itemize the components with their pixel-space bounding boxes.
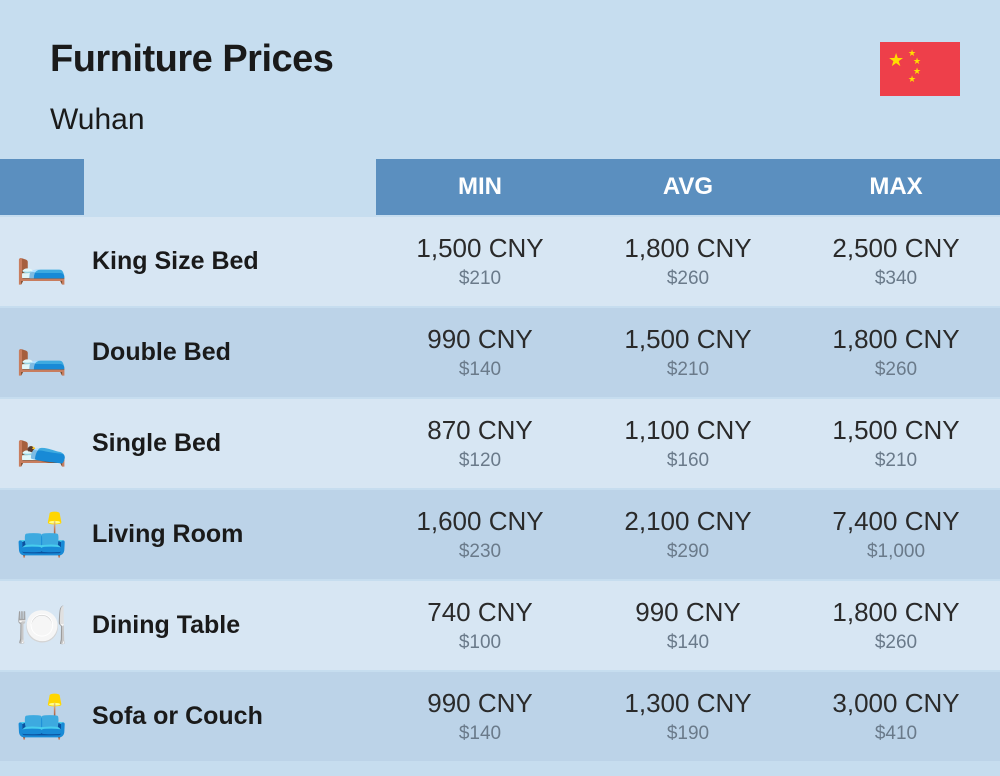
page-subtitle: Wuhan [50, 103, 950, 137]
header: Furniture Prices Wuhan ★ ★ ★ ★ ★ [0, 0, 1000, 157]
price-min: 990 CNY $140 [376, 672, 584, 761]
price-max: 7,400 CNY $1,000 [792, 490, 1000, 579]
price-min-main: 740 CNY [376, 597, 584, 628]
price-max-sub: $260 [792, 359, 1000, 381]
price-avg-sub: $160 [584, 450, 792, 472]
price-max-sub: $340 [792, 268, 1000, 290]
china-flag-icon: ★ ★ ★ ★ ★ [880, 42, 960, 96]
furniture-icon: 🛏️ [0, 217, 84, 306]
price-min-sub: $210 [376, 268, 584, 290]
price-max-sub: $1,000 [792, 541, 1000, 563]
price-avg-main: 1,100 CNY [584, 415, 792, 446]
furniture-name: Living Room [84, 490, 376, 579]
price-max-main: 2,500 CNY [792, 233, 1000, 264]
header-min: MIN [376, 159, 584, 215]
price-min-main: 870 CNY [376, 415, 584, 446]
table-row: 🛏️King Size Bed1,500 CNY $2101,800 CNY $26… [0, 217, 1000, 306]
price-max-main: 1,800 CNY [792, 597, 1000, 628]
price-min: 1,600 CNY $230 [376, 490, 584, 579]
price-min-sub: $140 [376, 359, 584, 381]
price-avg-main: 2,100 CNY [584, 506, 792, 537]
price-avg-sub: $290 [584, 541, 792, 563]
table-row: 🛋️Sofa or Couch990 CNY $1401,300 CNY $1903… [0, 672, 1000, 761]
price-avg: 1,500 CNY $210 [584, 308, 792, 397]
furniture-name: Double Bed [84, 308, 376, 397]
price-max-main: 3,000 CNY [792, 688, 1000, 719]
price-max: 1,500 CNY $210 [792, 399, 1000, 488]
table-header-row: MIN AVG MAX [0, 159, 1000, 215]
price-avg-main: 1,300 CNY [584, 688, 792, 719]
price-avg: 2,100 CNY $290 [584, 490, 792, 579]
price-avg: 1,100 CNY $160 [584, 399, 792, 488]
price-max-sub: $210 [792, 450, 1000, 472]
page-title: Furniture Prices [50, 38, 950, 81]
table-row: 🍽️Dining Table740 CNY $100990 CNY $1401,80… [0, 581, 1000, 670]
furniture-icon: 🛋️ [0, 672, 84, 761]
price-avg-sub: $210 [584, 359, 792, 381]
furniture-icon: 🛌 [0, 399, 84, 488]
price-min-sub: $140 [376, 723, 584, 745]
price-min: 1,500 CNY $210 [376, 217, 584, 306]
price-avg-main: 1,800 CNY [584, 233, 792, 264]
furniture-icon: 🛏️ [0, 308, 84, 397]
price-min-main: 1,600 CNY [376, 506, 584, 537]
price-min: 740 CNY $100 [376, 581, 584, 670]
price-max-main: 1,500 CNY [792, 415, 1000, 446]
price-min: 870 CNY $120 [376, 399, 584, 488]
price-min-sub: $230 [376, 541, 584, 563]
furniture-name: Dining Table [84, 581, 376, 670]
furniture-name: King Size Bed [84, 217, 376, 306]
price-avg: 1,300 CNY $190 [584, 672, 792, 761]
price-max: 2,500 CNY $340 [792, 217, 1000, 306]
table-row: 🛏️Double Bed990 CNY $1401,500 CNY $2101,80… [0, 308, 1000, 397]
header-max: MAX [792, 159, 1000, 215]
price-avg-main: 1,500 CNY [584, 324, 792, 355]
price-min-main: 990 CNY [376, 688, 584, 719]
price-max: 3,000 CNY $410 [792, 672, 1000, 761]
price-avg-sub: $190 [584, 723, 792, 745]
furniture-icon: 🛋️ [0, 490, 84, 579]
furniture-name: Single Bed [84, 399, 376, 488]
price-avg-main: 990 CNY [584, 597, 792, 628]
header-icon-col [0, 159, 84, 215]
price-max-sub: $410 [792, 723, 1000, 745]
price-max-sub: $260 [792, 632, 1000, 654]
table-row: 🛌Single Bed870 CNY $1201,100 CNY $1601,500… [0, 399, 1000, 488]
price-min-main: 990 CNY [376, 324, 584, 355]
header-avg: AVG [584, 159, 792, 215]
price-min: 990 CNY $140 [376, 308, 584, 397]
price-avg-sub: $260 [584, 268, 792, 290]
price-min-sub: $120 [376, 450, 584, 472]
price-avg: 1,800 CNY $260 [584, 217, 792, 306]
price-min-sub: $100 [376, 632, 584, 654]
furniture-icon: 🍽️ [0, 581, 84, 670]
price-max: 1,800 CNY $260 [792, 581, 1000, 670]
price-max: 1,800 CNY $260 [792, 308, 1000, 397]
price-max-main: 7,400 CNY [792, 506, 1000, 537]
price-min-main: 1,500 CNY [376, 233, 584, 264]
price-max-main: 1,800 CNY [792, 324, 1000, 355]
furniture-name: Sofa or Couch [84, 672, 376, 761]
price-avg: 990 CNY $140 [584, 581, 792, 670]
price-avg-sub: $140 [584, 632, 792, 654]
table-row: 🛋️Living Room1,600 CNY $2302,100 CNY $2907… [0, 490, 1000, 579]
price-table: MIN AVG MAX 🛏️King Size Bed1,500 CNY$210… [0, 157, 1000, 763]
header-name-col [84, 159, 376, 215]
